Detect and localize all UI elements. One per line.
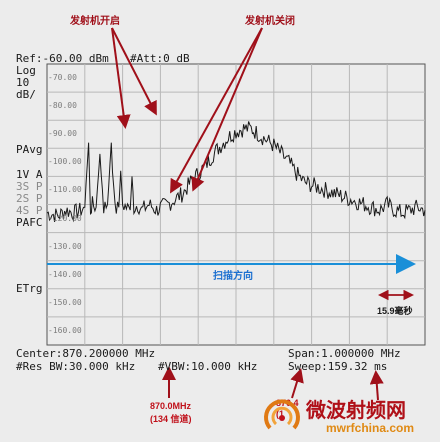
- y-tick-label: -90.00: [48, 129, 77, 139]
- tx-off-arrow-2: [191, 27, 263, 192]
- log-label: Log: [16, 64, 36, 77]
- watermark-logo: 微波射频网 mwrfchina.com: [262, 394, 440, 440]
- res-bw: #Res BW:30.000 kHz: [16, 360, 136, 373]
- scale-value: 10: [16, 76, 30, 89]
- trace-4-label: 4S P: [16, 204, 43, 217]
- watermark-url: mwrfchina.com: [326, 421, 415, 435]
- scan-direction-label: 扫描方向: [213, 271, 253, 282]
- span: Span:1.000000 MHz: [288, 347, 401, 360]
- y-tick-label: -130.00: [48, 241, 82, 251]
- tx-off-arrow-1: [170, 27, 263, 194]
- sweep: Sweep:159.32 ms: [288, 360, 388, 373]
- center-frequency: Center:870.200000 MHz: [16, 347, 156, 360]
- freq-low-label: 870.0MHz: [150, 401, 192, 411]
- tx-on-arrow-1: [111, 27, 131, 129]
- y-tick-label: -110.00: [48, 185, 82, 195]
- attenuation: #Att:0 dB: [130, 52, 190, 65]
- y-tick-label: -70.00: [48, 73, 77, 83]
- y-tick-label: -120.00: [48, 213, 82, 223]
- annotation-arrows: [47, 27, 416, 401]
- freq-high-channel: (1: [276, 409, 285, 419]
- y-tick-label: -100.00: [48, 157, 82, 167]
- tx-off-label: 发射机关闭: [245, 16, 295, 27]
- watermark-icon: [264, 399, 300, 430]
- freq-high-arrow: [290, 368, 304, 399]
- tx-on-label: 发射机开启: [70, 16, 120, 27]
- watermark-side-arrow: [369, 370, 384, 401]
- y-tick-label: -150.00: [48, 297, 82, 307]
- spectrum-trace: [46, 121, 426, 223]
- ref-level: Ref:-60.00 dBm: [16, 52, 109, 65]
- pavg-label: PAvg: [16, 143, 43, 156]
- scale-unit: dB/: [16, 88, 36, 101]
- sweep-time-label: 15.9毫秒: [377, 306, 413, 316]
- pafc-label: PAFC: [16, 216, 43, 229]
- vbw: #VBW:10.000 kHz: [158, 360, 258, 373]
- watermark-text: 微波射频网: [306, 400, 406, 422]
- y-tick-label: -140.00: [48, 269, 82, 279]
- tx-on-arrow-2: [111, 27, 157, 116]
- trace-1-label: 1V A: [16, 168, 43, 181]
- etrg-label: ETrg: [16, 282, 43, 295]
- trace-2-label: 2S P: [16, 192, 43, 205]
- y-tick-label: -160.00: [48, 325, 82, 335]
- freq-low-channel: (134 信道): [150, 414, 192, 424]
- grid: [46, 63, 426, 346]
- y-tick-label: -80.00: [48, 101, 77, 111]
- trace-3-label: 3S P: [16, 180, 43, 193]
